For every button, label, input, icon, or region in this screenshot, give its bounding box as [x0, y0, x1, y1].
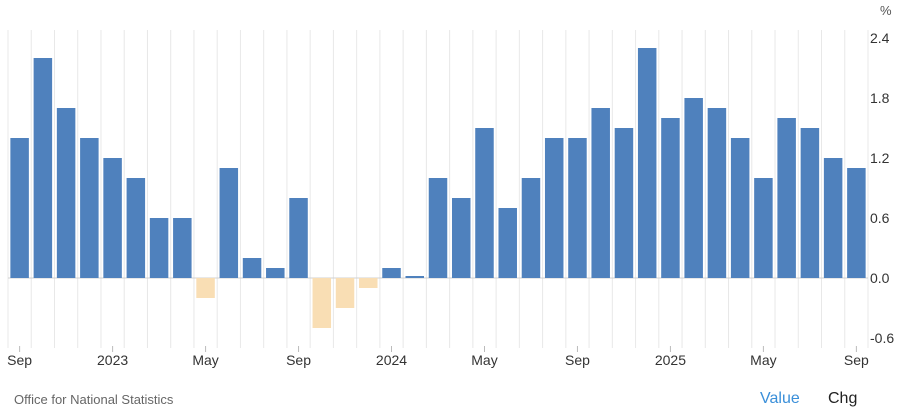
bar[interactable]: Mar 2023: 0.6 [149, 218, 169, 278]
bar[interactable]: Mar 2024: 1 [428, 178, 448, 278]
bar[interactable]: Oct 2022: 2.2 [33, 58, 53, 278]
bar[interactable]: Jul 2025: 1.5 [800, 128, 820, 278]
x-tick-label: 2023 [97, 352, 128, 368]
bar[interactable]: Jun 2025: 1.6 [777, 118, 796, 278]
bar[interactable]: May 2023: -0.2 [196, 278, 215, 298]
x-tick-label: 2025 [655, 352, 686, 368]
bar[interactable]: Aug 2023: 0.1 [266, 268, 285, 278]
bar[interactable]: Nov 2024: 1.5 [614, 128, 634, 278]
bar[interactable]: Aug 2024: 1.4 [544, 138, 564, 278]
bar[interactable]: Oct 2023: -0.5 [312, 278, 332, 328]
bar[interactable]: May 2024: 1.5 [475, 128, 494, 278]
x-tick-label: 2024 [376, 352, 407, 368]
bar[interactable]: Feb 2025: 1.8 [684, 98, 703, 278]
y-tick-label: 1.2 [870, 150, 890, 166]
bar[interactable]: Jul 2023: 0.2 [242, 258, 262, 278]
chg-toggle[interactable]: Chg [828, 390, 858, 407]
bar[interactable]: Apr 2023: 0.6 [173, 218, 192, 278]
x-tick-label: Sep [7, 352, 32, 368]
x-tick-label: May [471, 352, 497, 368]
bar[interactable]: Sep 2024: 1.4 [568, 138, 587, 278]
source-link[interactable]: Office for National Statistics [14, 392, 174, 407]
bar[interactable]: Mar 2025: 1.7 [707, 108, 727, 278]
bar[interactable]: Jun 2024: 0.7 [498, 208, 517, 278]
chart-footer: Office for National Statistics Value Chg [0, 388, 900, 414]
bar[interactable]: Apr 2025: 1.4 [730, 138, 750, 278]
y-tick-label: 0.0 [870, 270, 890, 286]
bar[interactable]: Feb 2024: 0 [405, 276, 425, 278]
bars: Sep 2022: 1.4Oct 2022: 2.2Nov 2022: 1.7D… [10, 48, 866, 328]
x-tick-label: Sep [565, 352, 590, 368]
bar[interactable]: Dec 2022: 1.4 [80, 138, 99, 278]
y-tick-label: 2.4 [870, 30, 890, 46]
bar[interactable]: Dec 2024: 2.3 [637, 48, 657, 278]
bar[interactable]: May 2025: 1 [754, 178, 773, 278]
bar[interactable]: Jan 2023: 1.2 [103, 158, 122, 278]
bar[interactable]: Aug 2025: 1.2 [823, 158, 843, 278]
bar[interactable]: Sep 2022: 1.4 [10, 138, 29, 278]
bar[interactable]: Jan 2024: 0.1 [382, 268, 401, 278]
bar[interactable]: Feb 2023: 1 [126, 178, 146, 278]
y-tick-label: -0.6 [870, 330, 894, 346]
x-axis: Sep 2023 May Sep 2024 May Sep 2025 May Sep [7, 346, 869, 368]
bar[interactable]: Sep 2023: 0.8 [289, 198, 308, 278]
y-tick-label: 0.6 [870, 210, 890, 226]
bar[interactable]: Oct 2024: 1.7 [591, 108, 610, 278]
bar-chart: Sep 2022: 1.4Oct 2022: 2.2Nov 2022: 1.7D… [7, 3, 894, 368]
bar[interactable]: Nov 2022: 1.7 [56, 108, 76, 278]
y-axis: 2.4 1.8 1.2 0.6 0.0 -0.6 [870, 30, 894, 346]
bar[interactable]: Jul 2024: 1 [521, 178, 541, 278]
y-axis-unit: % [880, 3, 892, 18]
value-toggle[interactable]: Value [760, 390, 800, 407]
bar[interactable]: Sep 2025: 1.1 [847, 168, 866, 278]
bar[interactable]: Jun 2023: 1.1 [219, 168, 239, 278]
bar[interactable]: Nov 2023: -0.3 [335, 278, 355, 308]
x-tick-label: Sep [844, 352, 869, 368]
bar[interactable]: Apr 2024: 0.8 [451, 198, 471, 278]
y-tick-label: 1.8 [870, 90, 890, 106]
x-tick-label: Sep [286, 352, 311, 368]
x-tick-label: May [750, 352, 776, 368]
x-tick-label: May [192, 352, 218, 368]
bar[interactable]: Dec 2023: -0.1 [359, 278, 378, 288]
bar[interactable]: Jan 2025: 1.6 [661, 118, 680, 278]
